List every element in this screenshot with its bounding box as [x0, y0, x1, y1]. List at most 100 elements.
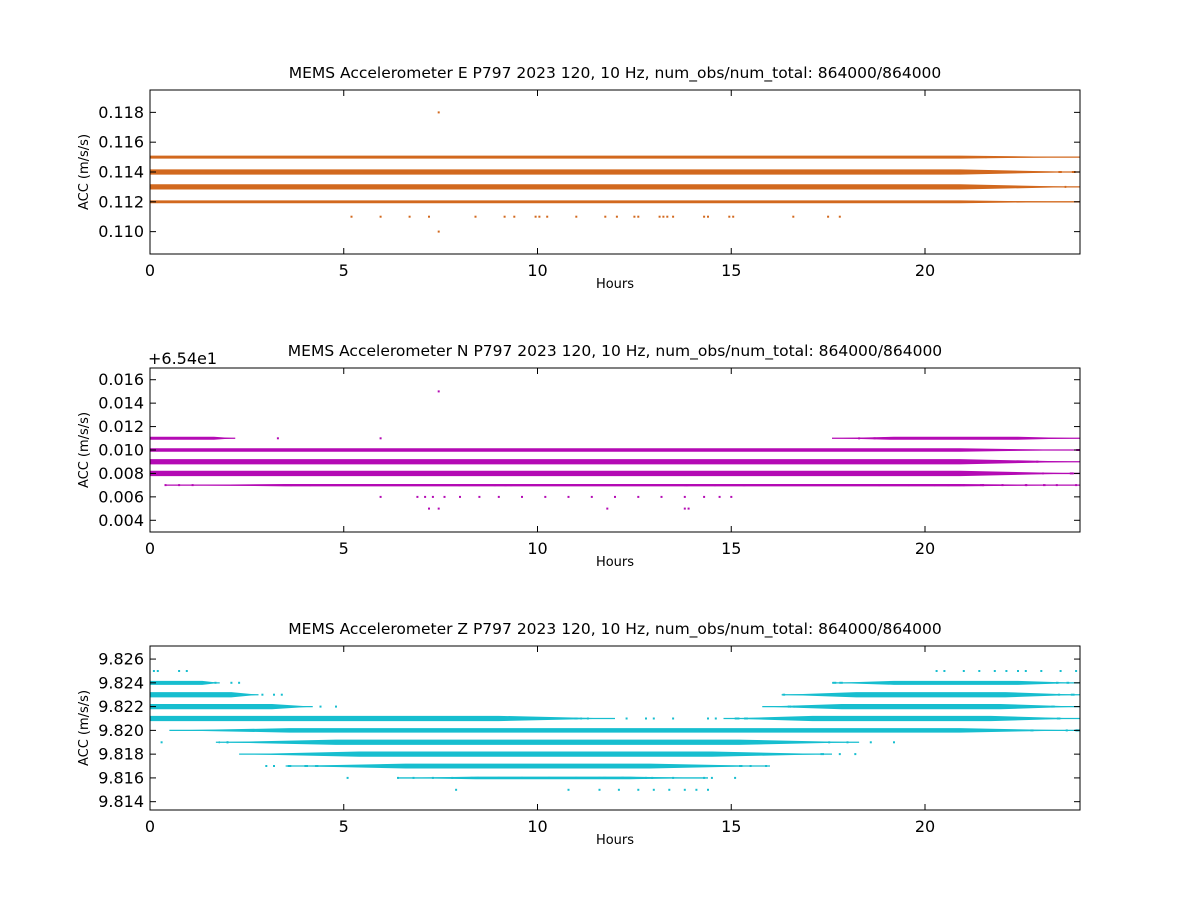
data-point-z: [521, 776, 523, 779]
band-speck-e: [902, 171, 905, 173]
band-speck-z: [511, 741, 514, 744]
band-speck-n: [448, 460, 452, 463]
axis-offset-n: +6.54e1: [148, 349, 217, 368]
band-speck-e: [745, 200, 748, 203]
band-speck-z: [956, 705, 961, 708]
band-speck-z: [726, 753, 731, 756]
band-speck-z: [574, 717, 578, 720]
band-speck-z: [981, 693, 983, 696]
band-speck-e: [276, 156, 278, 159]
x-tick-label-z: 5: [339, 817, 349, 836]
band-speck-e: [878, 185, 882, 188]
data-point-n: [637, 449, 640, 451]
band-speck-z: [923, 693, 926, 696]
band-speck-z: [507, 717, 511, 720]
data-point-e: [683, 156, 686, 159]
data-point-n: [276, 437, 279, 440]
band-speck-z: [645, 741, 648, 744]
band-speck-n: [618, 449, 621, 451]
band-speck-e: [971, 200, 975, 203]
x-tick-label-e: 15: [721, 261, 741, 280]
band-speck-e: [673, 156, 677, 159]
band-speck-n: [677, 460, 681, 463]
data-point-e: [350, 215, 353, 218]
band-speck-e: [333, 171, 336, 173]
band-speck-n: [151, 460, 155, 463]
band-speck-n: [1036, 460, 1039, 463]
band-speck-z: [728, 729, 732, 732]
band-speck-e: [384, 200, 386, 203]
x-axis-label-e: Hours: [596, 277, 634, 292]
band-speck-z: [705, 741, 708, 744]
band-speck-e: [1002, 171, 1004, 173]
band-speck-n: [389, 472, 393, 475]
band-speck-z: [613, 741, 616, 744]
data-layer-z: [150, 670, 1080, 791]
data-point-e: [703, 215, 706, 218]
data-point-z: [261, 693, 264, 696]
band-speck-z: [870, 717, 873, 720]
data-point-e: [714, 156, 717, 159]
band-speck-z: [890, 717, 893, 720]
band-speck-z: [177, 717, 179, 720]
data-point-z: [645, 717, 647, 720]
data-point-n: [437, 390, 440, 393]
data-point-n: [178, 484, 181, 487]
band-speck-z: [646, 741, 649, 744]
band-speck-n: [548, 472, 553, 475]
band-speck-n: [429, 449, 431, 451]
data-point-z: [273, 693, 275, 696]
band-speck-e: [866, 185, 870, 188]
band-speck-n: [686, 484, 689, 487]
band-speck-z: [360, 765, 363, 767]
data-point-n: [424, 495, 427, 498]
band-speck-e: [156, 156, 160, 159]
band-speck-n: [598, 460, 601, 463]
data-point-n: [683, 495, 686, 498]
band-speck-z: [1015, 693, 1018, 696]
data-layer-n: [150, 390, 1080, 510]
data-point-z: [160, 741, 163, 744]
band-speck-e: [355, 171, 359, 173]
band-speck-e: [774, 171, 776, 173]
band-speck-z: [336, 765, 338, 767]
band-speck-e: [949, 185, 952, 188]
data-point-n: [191, 484, 194, 487]
band-speck-z: [960, 681, 965, 684]
band-speck-n: [191, 449, 196, 451]
data-point-z: [1005, 670, 1008, 672]
data-point-e: [666, 215, 669, 218]
x-tick-label-z: 10: [527, 817, 547, 836]
band-speck-n: [161, 460, 163, 463]
band-speck-z: [1005, 717, 1007, 720]
band-speck-z: [734, 717, 738, 720]
band-speck-e: [679, 185, 682, 188]
band-speck-n: [743, 472, 746, 475]
band-speck-e: [555, 200, 560, 203]
data-point-z: [993, 670, 996, 672]
band-speck-e: [270, 185, 274, 188]
data-point-z: [185, 670, 188, 672]
band-speck-n: [432, 460, 436, 463]
band-speck-n: [180, 460, 183, 463]
band-speck-e: [276, 185, 281, 188]
band-speck-e: [208, 171, 211, 173]
band-speck-z: [611, 729, 615, 732]
data-point-z: [226, 741, 229, 744]
band-speck-e: [772, 185, 777, 188]
band-speck-n: [256, 449, 258, 451]
band-speck-z: [744, 717, 748, 720]
band-speck-n: [876, 472, 880, 475]
x-tick-label-n: 5: [339, 539, 349, 558]
data-point-n: [521, 495, 523, 498]
band-speck-n: [174, 472, 179, 475]
data-point-n: [660, 495, 663, 498]
data-point-e: [615, 215, 618, 218]
band-speck-n: [745, 472, 750, 475]
data-point-n: [730, 495, 733, 498]
band-speck-n: [458, 484, 461, 487]
band-speck-z: [903, 681, 905, 684]
data-point-z: [455, 788, 458, 791]
band-speck-n: [784, 460, 788, 463]
band-speck-z: [694, 729, 697, 732]
